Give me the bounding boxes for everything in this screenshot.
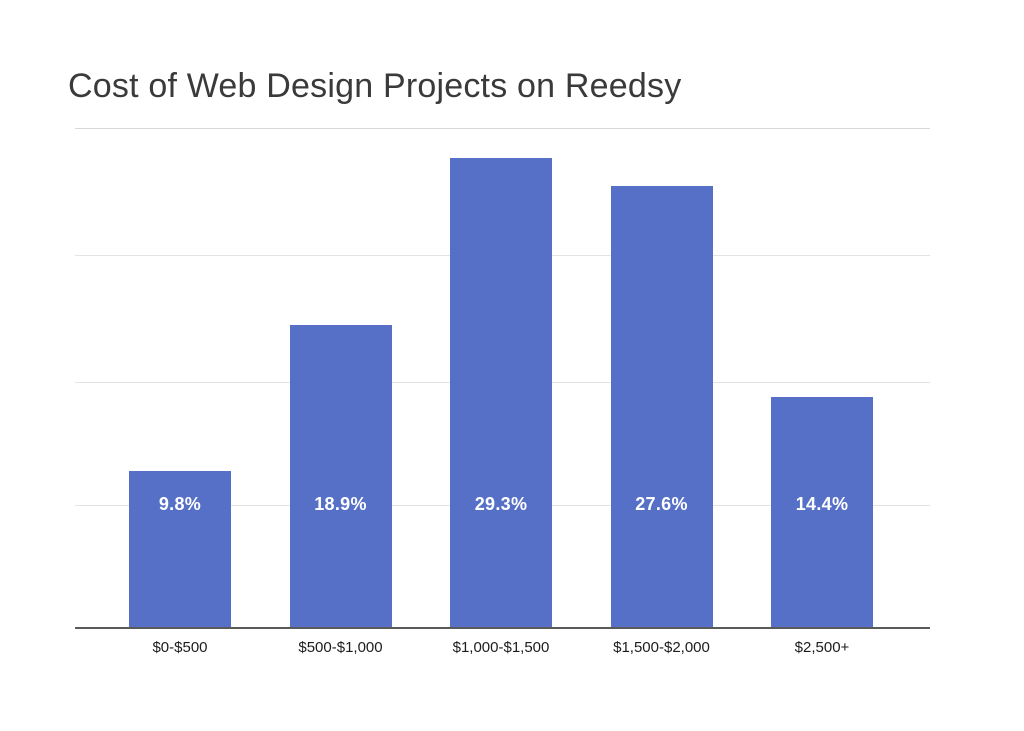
gridline <box>75 128 930 129</box>
category-label: $500-$1,000 <box>298 639 383 656</box>
bar[interactable] <box>289 325 392 628</box>
bar-group[interactable]: 18.9% <box>289 128 392 628</box>
bar-value-label: 9.8% <box>158 494 202 514</box>
category-label: $1,000-$1,500 <box>452 639 550 656</box>
bar-group[interactable]: 27.6% <box>610 128 713 628</box>
category-axis: $0-$500 $500-$1,000 $1,000-$1,500 $1,500-$2… <box>75 637 930 661</box>
category-label: $0-$500 <box>152 639 208 656</box>
bar[interactable] <box>771 397 873 628</box>
x-axis-line <box>75 627 930 629</box>
bar-value-label: 14.4% <box>795 494 849 514</box>
bars-layer: 9.8% 18.9% 29.3% 27.6% 14.4% <box>75 128 930 628</box>
bar-value-label: 18.9% <box>314 494 367 514</box>
category-label: $2,500+ <box>794 639 850 656</box>
bar-group[interactable]: 29.3% <box>450 128 552 628</box>
bar[interactable] <box>610 185 713 628</box>
bar-value-label: 29.3% <box>474 494 528 514</box>
bar[interactable] <box>450 158 552 628</box>
bar-group[interactable]: 9.8% <box>129 128 231 628</box>
bar-value-label: 27.6% <box>635 494 688 514</box>
bar[interactable] <box>129 470 231 628</box>
category-label: $1,500-$2,000 <box>613 639 710 656</box>
chart-title: Cost of Web Design Projects on Reedsy <box>68 67 682 105</box>
bar-group[interactable]: 14.4% <box>771 128 873 628</box>
